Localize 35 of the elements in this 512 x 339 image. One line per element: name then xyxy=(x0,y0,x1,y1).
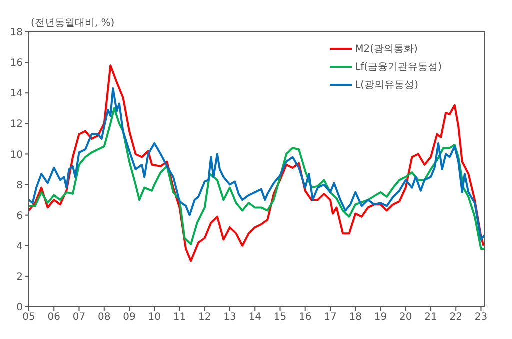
legend-label: M2(광의통화) xyxy=(355,43,418,56)
x-tick-label: 08 xyxy=(98,312,111,324)
x-tick-label: 06 xyxy=(48,312,60,324)
x-tick-label: 20 xyxy=(399,312,412,324)
legend-label: Lf(금융기관유동성) xyxy=(355,61,442,74)
y-tick-label: 10 xyxy=(10,150,23,161)
y-tick-label: 8 xyxy=(16,180,23,192)
y-tick-label: 0 xyxy=(16,302,23,314)
y-tick-label: 12 xyxy=(10,119,23,130)
x-tick-label: 16 xyxy=(298,312,312,324)
x-tick-label: 17 xyxy=(324,312,337,324)
x-tick-label: 23 xyxy=(474,312,488,324)
x-tick-label: 12 xyxy=(198,312,212,324)
x-tick-label: 18 xyxy=(349,312,362,324)
y-tick-label: 14 xyxy=(10,88,23,100)
line-series xyxy=(29,107,485,250)
y-tick-label: 2 xyxy=(16,272,23,283)
x-tick-label: 14 xyxy=(248,312,262,324)
y-tick-label: 6 xyxy=(16,210,23,222)
line-series xyxy=(29,88,485,241)
y-tick-label: 16 xyxy=(10,58,23,70)
x-tick-label: 22 xyxy=(450,312,462,324)
x-tick-label: 05 xyxy=(22,312,36,324)
x-tick-label: 15 xyxy=(274,312,287,324)
legend-label: L(광의유동성) xyxy=(355,79,418,92)
x-tick-label: 19 xyxy=(374,312,388,324)
y-tick-label: 4 xyxy=(16,241,23,252)
y-axis-title: (전년동월대비, %) xyxy=(31,17,115,30)
x-tick-label: 21 xyxy=(424,312,438,324)
x-tick-label: 10 xyxy=(148,312,161,324)
x-tick-label: 13 xyxy=(224,312,236,324)
x-tick-label: 07 xyxy=(72,312,86,324)
x-tick-label: 09 xyxy=(123,312,136,324)
x-tick-label: 11 xyxy=(173,312,186,324)
y-tick-label: 18 xyxy=(10,28,23,39)
